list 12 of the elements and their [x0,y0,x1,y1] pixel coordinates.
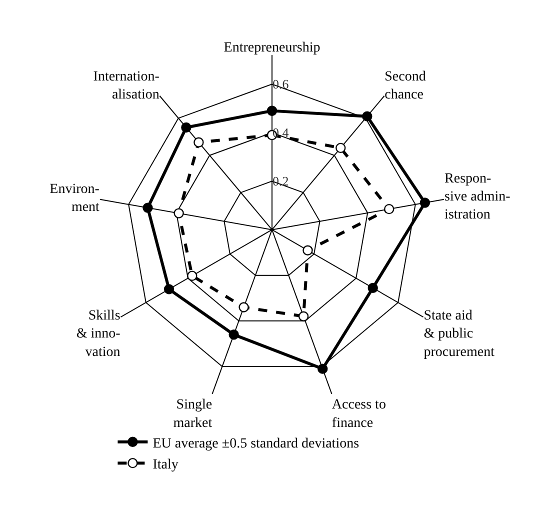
legend-label: EU average ±0.5 standard deviations [152,436,360,452]
spoke-label: Internation- alisation [93,69,160,103]
legend-label: Italy [152,458,178,473]
spoke-label: Skills & inno- vation [76,308,121,360]
spoke-label: Second chance [384,69,426,103]
spoke-label: Environ- ment [50,182,100,216]
spoke-label: State aid & public procurement [424,308,495,360]
spoke-label: Single market [173,398,212,431]
spoke-label: Entrepreneurship [224,40,320,56]
spoke-label: Respon- sive admin- istration [444,171,511,223]
y-tick-label: 0.6 [272,76,290,92]
spoke-label: Access to finance [332,398,386,431]
